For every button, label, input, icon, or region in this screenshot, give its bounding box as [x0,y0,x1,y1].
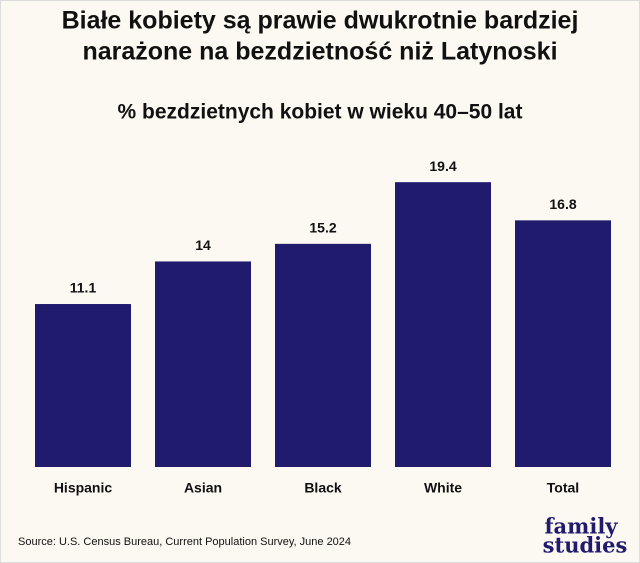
bar [275,243,371,467]
x-tick-label: White [424,480,462,496]
logo: family [544,514,618,539]
chart-title: narażone na bezdzietność niż Latynoski [82,38,557,66]
bar [515,220,611,467]
bar [155,261,251,467]
x-tick-label: Total [547,480,579,496]
data-label: 19.4 [429,158,456,174]
bar [35,304,131,467]
x-tick-label: Hispanic [54,480,113,496]
source: Source: U.S. Census Bureau, Current Popu… [18,536,351,548]
x-tick-label: Asian [184,480,222,496]
data-label: 14 [195,237,211,253]
x-tick-label: Black [304,480,342,496]
data-label: 16.8 [549,196,576,212]
data-label: 11.1 [70,280,97,296]
bar [395,182,491,467]
chart-subtitle: % bezdzietnych kobiet w wieku 40–50 lat [118,101,523,124]
data-label: 15.2 [309,220,336,236]
logo: studies [543,533,628,558]
chart-title: Białe kobiety są prawie dwukrotnie bardz… [62,7,579,35]
